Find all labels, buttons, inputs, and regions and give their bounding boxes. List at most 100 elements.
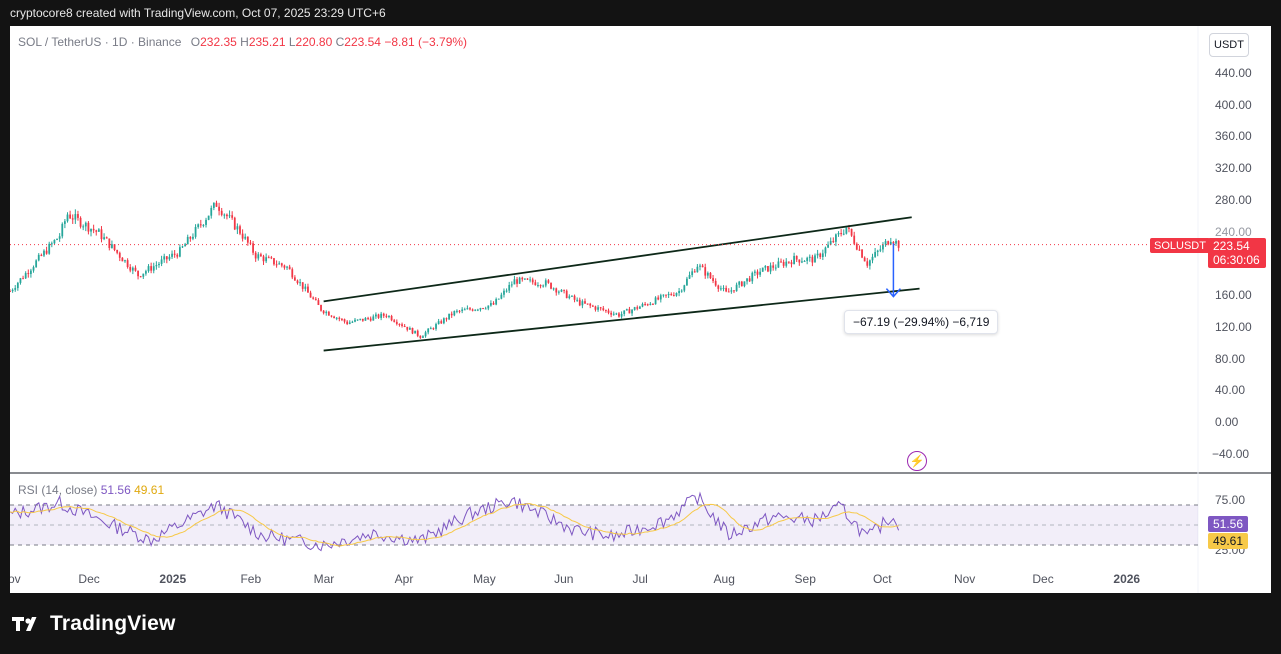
candle-body (372, 316, 375, 321)
candle-body (662, 294, 665, 296)
candle-body (108, 238, 111, 249)
high-label: H (240, 35, 249, 49)
price-tag-symbol: SOLUSDT (1154, 239, 1206, 252)
price-tick-label: 120.00 (1215, 319, 1252, 334)
chart-canvas[interactable] (10, 26, 1271, 593)
candle-body (40, 254, 43, 256)
candle-body (390, 316, 393, 321)
candle-body (160, 259, 163, 264)
candle-body (215, 202, 218, 207)
candle-body (597, 307, 599, 310)
candle-body (492, 303, 495, 305)
candle-body (482, 308, 484, 310)
time-tick-label: Oct (872, 572, 892, 586)
lightning-icon[interactable]: ⚡ (907, 451, 927, 471)
currency-button[interactable]: USDT (1209, 33, 1249, 57)
candle-body (615, 313, 618, 315)
candle-body (265, 257, 268, 262)
candle-body (466, 308, 469, 310)
rsi-value-tag: 51.56 (1208, 516, 1248, 532)
candle-body (479, 308, 482, 310)
candle-body (401, 324, 403, 326)
candle-body (782, 261, 785, 266)
candle-body (385, 315, 388, 317)
candle-body (82, 226, 85, 228)
candle-body (158, 263, 160, 266)
candle-body (659, 295, 662, 300)
footer-brand: TradingView (50, 612, 176, 635)
candle-body (283, 265, 286, 268)
candle-body (686, 278, 688, 286)
candle-body (510, 284, 513, 286)
chart-frame[interactable]: SOL / TetherUS · 1D · Binance O232.35 H2… (10, 26, 1271, 593)
price-tick-label: 160.00 (1215, 288, 1252, 302)
symbol-legend[interactable]: SOL / TetherUS · 1D · Binance O232.35 H2… (18, 35, 467, 49)
candle-body (654, 297, 657, 305)
candle-body (422, 336, 424, 338)
candle-body (207, 215, 210, 220)
candle-body (845, 227, 848, 234)
candle-body (571, 295, 573, 297)
candle-body (354, 319, 356, 322)
candle-body (646, 304, 649, 306)
close-label: C (335, 35, 345, 49)
candle-body (97, 229, 100, 232)
rsi-tick-label: 75.00 (1215, 493, 1246, 507)
candle-body (134, 267, 137, 271)
candle-body (591, 305, 594, 307)
candle-body (139, 276, 142, 278)
candle-body (398, 323, 401, 325)
candle-body (27, 273, 30, 275)
rsi-legend[interactable]: RSI (14, close) 51.56 49.61 (18, 483, 164, 497)
candle-body (189, 236, 192, 239)
footer-logo[interactable]: TradingView (12, 612, 176, 636)
candle-body (19, 278, 22, 283)
candle-body (254, 252, 257, 259)
candle-body (393, 320, 396, 322)
candle-body (887, 241, 890, 245)
candle-body (774, 267, 777, 269)
candle-body (777, 261, 780, 268)
candle-body (733, 290, 735, 292)
candle-body (508, 284, 511, 291)
candle-body (165, 256, 168, 260)
time-tick-label: 2025 (159, 572, 187, 586)
candle-body (576, 299, 579, 301)
time-tick-label: Mar (313, 572, 335, 586)
close-value: 223.54 (344, 35, 381, 49)
candle-body (69, 214, 72, 219)
candle-body (126, 260, 129, 268)
candle-body (691, 271, 694, 276)
candle-body (147, 266, 150, 272)
candle-body (652, 303, 654, 305)
candle-body (152, 266, 155, 271)
candle-body (320, 304, 322, 311)
candle-body (408, 327, 411, 330)
candle-body (77, 214, 79, 218)
candle-body (24, 273, 27, 279)
candle-body (463, 309, 466, 311)
candle-body (301, 282, 304, 289)
candle-body (95, 230, 98, 232)
candle-body (738, 281, 741, 285)
open-value: 232.35 (200, 35, 237, 49)
candle-body (288, 266, 291, 270)
candle-body (769, 265, 772, 272)
candle-body (427, 328, 430, 333)
candle-body (539, 285, 542, 287)
candle-body (194, 227, 197, 237)
candle-body (150, 266, 153, 271)
candle-body (43, 250, 45, 256)
candle-body (270, 257, 273, 259)
candle-body (155, 265, 158, 267)
candle-body (761, 267, 764, 272)
candle-body (388, 316, 390, 318)
candle-body (889, 241, 892, 245)
candle-body (293, 277, 296, 281)
price-tick-label: 360.00 (1215, 129, 1252, 144)
candle-body (192, 236, 194, 239)
candle-body (868, 260, 871, 266)
candle-body (429, 328, 432, 330)
candle-body (589, 303, 592, 306)
candle-body (471, 309, 474, 311)
